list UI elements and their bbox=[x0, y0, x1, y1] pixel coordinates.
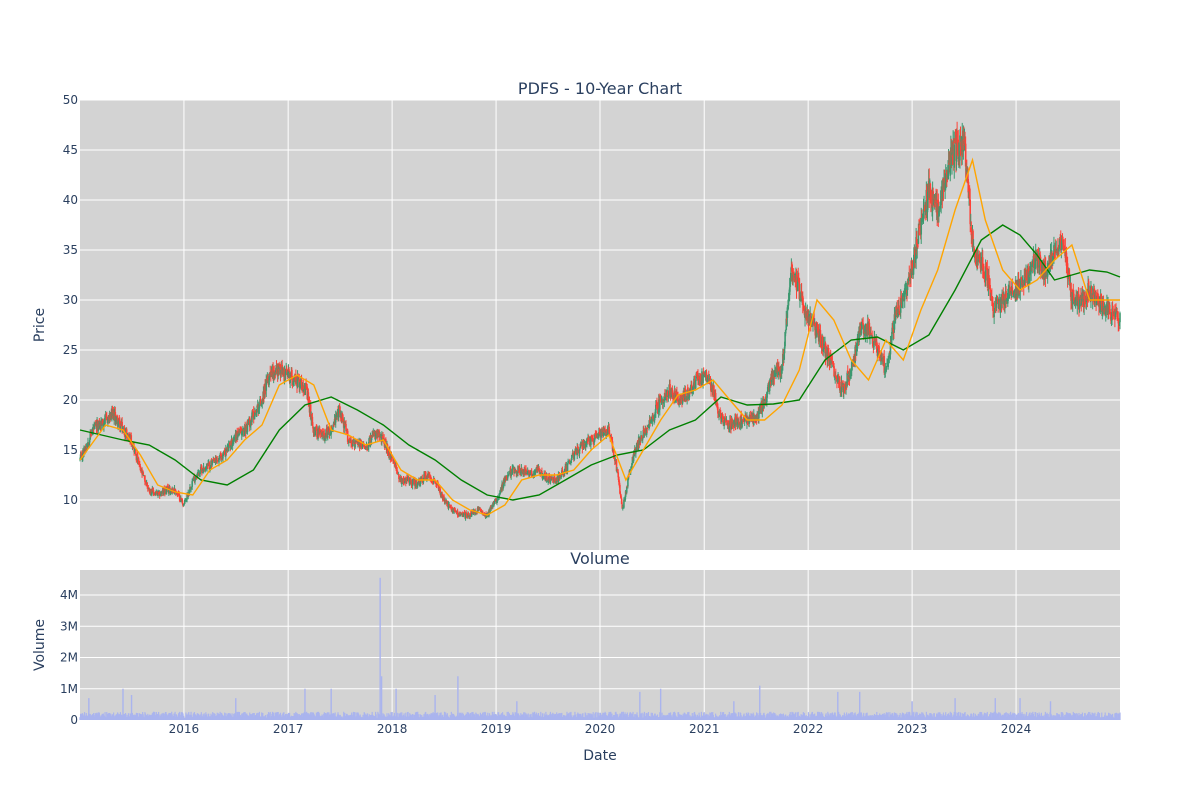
candle-body bbox=[898, 305, 900, 309]
price-y-tick-label: 50 bbox=[63, 93, 78, 107]
candle-body bbox=[191, 481, 193, 487]
candle-body bbox=[142, 472, 144, 475]
candle-body bbox=[642, 439, 644, 440]
price-y-tick-label: 40 bbox=[63, 193, 78, 207]
price-y-tick-label: 15 bbox=[63, 443, 78, 457]
candle-body bbox=[869, 336, 871, 337]
candle-body bbox=[726, 421, 728, 422]
price-chart-title: PDFS - 10-Year Chart bbox=[518, 79, 682, 98]
candle-body bbox=[433, 478, 435, 479]
candle-body bbox=[146, 482, 148, 486]
candle-body bbox=[1119, 313, 1121, 322]
candle-body bbox=[355, 443, 357, 444]
candle-body bbox=[833, 366, 835, 376]
candle-body bbox=[212, 462, 214, 463]
candle-body bbox=[546, 476, 548, 480]
candle-body bbox=[91, 434, 93, 435]
candle-body bbox=[953, 145, 955, 168]
price-y-tick-label: 35 bbox=[63, 243, 78, 257]
candle-body bbox=[571, 457, 573, 458]
candle-body bbox=[365, 449, 367, 450]
candle-body bbox=[710, 382, 712, 385]
candle-body bbox=[862, 323, 864, 324]
candle-body bbox=[702, 373, 704, 383]
candle-body bbox=[228, 444, 230, 451]
candle-body bbox=[846, 373, 848, 386]
candle-body bbox=[463, 514, 465, 517]
candle-body bbox=[327, 436, 329, 438]
candle-body bbox=[1058, 249, 1060, 252]
candle-body bbox=[977, 259, 979, 261]
candle-body bbox=[241, 431, 243, 435]
candle-body bbox=[697, 375, 699, 380]
price-y-tick-label: 45 bbox=[63, 143, 78, 157]
candle-body bbox=[508, 474, 510, 475]
candle-body bbox=[785, 330, 787, 334]
candle-body bbox=[646, 428, 648, 429]
price-y-ticks: 10 15 20 25 30 35 40 45 50 bbox=[63, 93, 78, 507]
price-y-tick-label: 30 bbox=[63, 293, 78, 307]
candle-body bbox=[144, 476, 146, 482]
candle-body bbox=[993, 314, 995, 317]
candle-body bbox=[870, 333, 872, 335]
candle-body bbox=[847, 371, 849, 374]
price-y-tick-label: 10 bbox=[63, 493, 78, 507]
price-y-tick-label: 20 bbox=[63, 393, 78, 407]
price-y-axis-label: Price bbox=[32, 308, 48, 342]
candle-body bbox=[138, 458, 140, 463]
candle-body bbox=[371, 438, 373, 440]
price-y-tick-label: 25 bbox=[63, 343, 78, 357]
candle-body bbox=[886, 366, 888, 370]
candle-body bbox=[790, 273, 792, 282]
candle-body bbox=[89, 440, 91, 442]
candle-body bbox=[199, 472, 201, 474]
candle-body bbox=[308, 392, 310, 403]
candle-body bbox=[385, 439, 387, 441]
candle-body bbox=[493, 504, 495, 506]
candle-body bbox=[918, 227, 920, 228]
